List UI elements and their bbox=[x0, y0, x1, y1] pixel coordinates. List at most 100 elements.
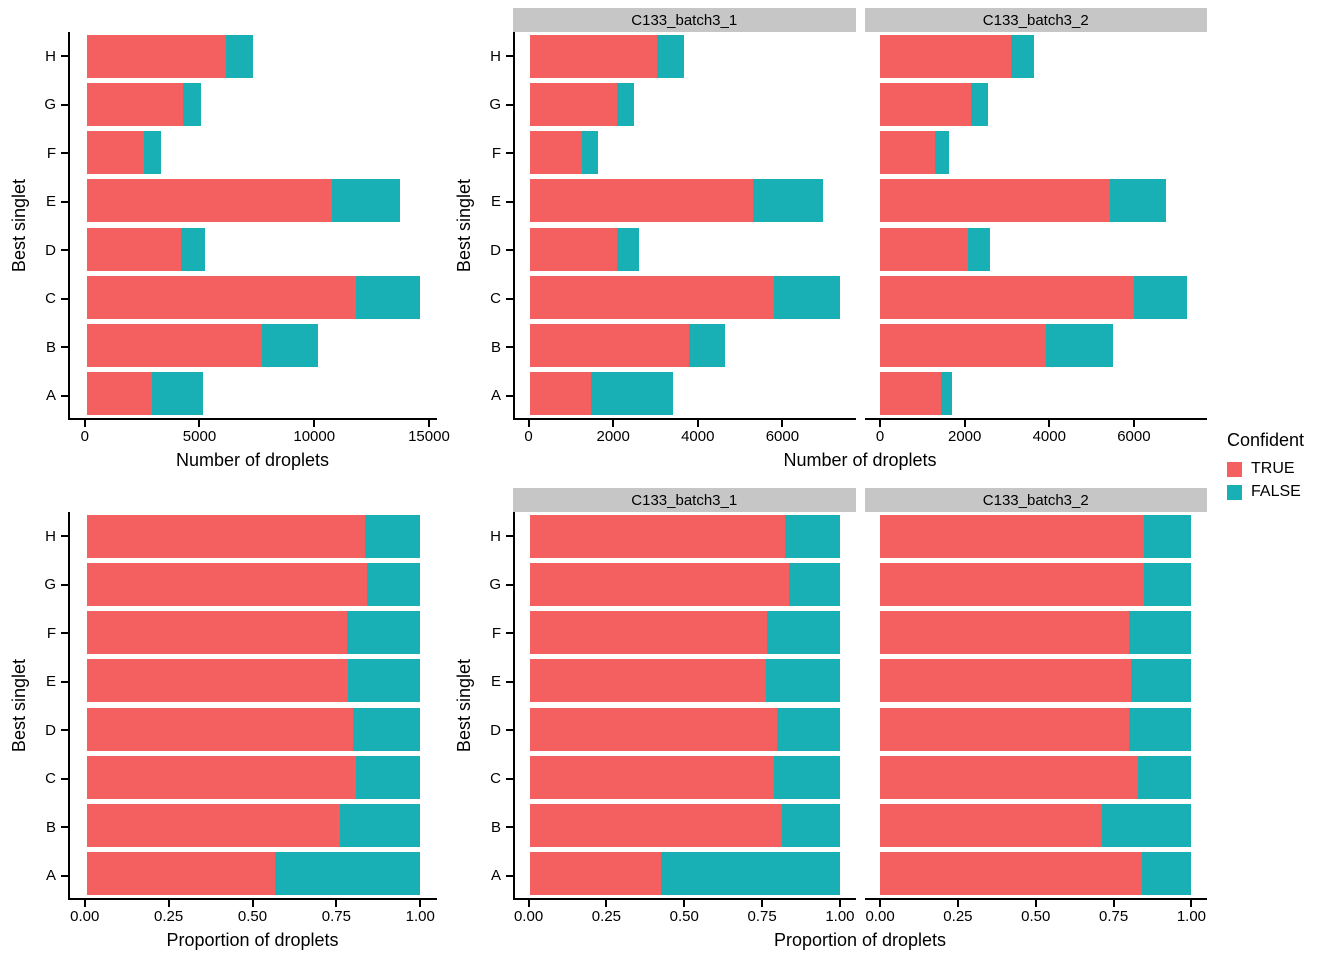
y-tick-mark bbox=[61, 297, 68, 300]
stacked-bar-G bbox=[530, 562, 840, 606]
x-tick-label: 0.25 bbox=[943, 908, 973, 925]
stacked-bar-H bbox=[530, 34, 684, 78]
bar-segment-true bbox=[880, 131, 936, 175]
stacked-bar-G bbox=[880, 82, 988, 126]
bar-segment-false bbox=[1045, 324, 1113, 368]
x-tick-mark bbox=[198, 420, 201, 427]
stacked-bar-A bbox=[880, 372, 953, 416]
x-tick-label: 5000 bbox=[182, 428, 217, 445]
bar-segment-true bbox=[86, 755, 357, 799]
stacked-bar-C bbox=[880, 275, 1188, 319]
y-category-label-A: A bbox=[477, 372, 513, 421]
stacked-bar-G bbox=[86, 562, 421, 606]
stacked-bar-B bbox=[530, 324, 725, 368]
y-category-text: D bbox=[490, 721, 501, 739]
plot-panel bbox=[68, 512, 437, 900]
y-category-label-F: F bbox=[32, 609, 68, 658]
x-tick-label: 4000 bbox=[1032, 428, 1066, 445]
x-tick-label: 2000 bbox=[947, 428, 982, 445]
facet: 0.00 0.25 0.50 0.75 1.00 bbox=[68, 488, 437, 928]
y-axis-title-text: Best singlet bbox=[453, 179, 474, 273]
x-tick-mark bbox=[527, 420, 530, 427]
bar-row-E bbox=[70, 177, 437, 225]
bar-segment-true bbox=[86, 179, 332, 223]
y-tick-mark bbox=[61, 826, 68, 829]
x-axis-title: Proportion of droplets bbox=[166, 930, 339, 950]
y-category-label-G: G bbox=[32, 561, 68, 610]
bar-segment-true bbox=[86, 82, 183, 126]
y-category-label-C: C bbox=[32, 275, 68, 324]
bar-segment-true bbox=[530, 275, 775, 319]
bar-segment-true bbox=[530, 324, 689, 368]
stacked-bar-B bbox=[880, 324, 1113, 368]
x-tick-mark bbox=[419, 900, 422, 907]
x-tick-label: 1.00 bbox=[1176, 908, 1207, 925]
bar-segment-false bbox=[1137, 755, 1192, 799]
stacked-bar-H bbox=[86, 34, 254, 78]
chart-grid: Best singlet H G F E D C B A 0 5000 10000 15000 Numbe… bbox=[6, 0, 1215, 950]
bar-segment-true bbox=[530, 34, 657, 78]
stacked-bar-F bbox=[86, 131, 161, 175]
y-category-label-C: C bbox=[477, 275, 513, 324]
x-tick-label: 2000 bbox=[596, 428, 630, 445]
y-category-label-C: C bbox=[32, 755, 68, 804]
bar-segment-true bbox=[530, 755, 775, 799]
bar-row-H bbox=[515, 512, 856, 560]
bar-segment-true bbox=[530, 852, 662, 896]
x-axis: 0.00 0.25 0.50 0.75 1.00 bbox=[865, 900, 1208, 928]
y-axis-title-text: Best singlet bbox=[8, 179, 29, 273]
bar-row-H bbox=[70, 512, 437, 560]
x-tick-label: 1.00 bbox=[405, 908, 435, 925]
bar-segment-true bbox=[880, 34, 1011, 78]
y-category-label-C: C bbox=[477, 755, 513, 804]
y-category-label-H: H bbox=[477, 32, 513, 81]
legend-label-false: FALSE bbox=[1251, 483, 1301, 500]
y-axis-title: Best singlet bbox=[451, 32, 477, 420]
y-tick-mark bbox=[61, 874, 68, 877]
legend-item-false: FALSE bbox=[1227, 483, 1344, 501]
bar-segment-true bbox=[530, 82, 618, 126]
bar-segment-false bbox=[353, 707, 421, 751]
bar-segment-false bbox=[1110, 179, 1166, 223]
bar-row-F bbox=[70, 609, 437, 657]
y-tick-mark bbox=[506, 55, 513, 58]
x-tick-label: 0 bbox=[524, 428, 533, 445]
bar-segment-true bbox=[86, 514, 365, 558]
y-category-label-E: E bbox=[477, 178, 513, 227]
y-tick-mark bbox=[506, 777, 513, 780]
bar-row-B bbox=[865, 802, 1208, 850]
stacked-bar-E bbox=[86, 179, 400, 223]
y-tick-mark bbox=[506, 826, 513, 829]
y-category-text: D bbox=[45, 721, 56, 739]
x-axis: 0.00 0.25 0.50 0.75 1.00 bbox=[68, 900, 437, 928]
y-category-label-A: A bbox=[32, 372, 68, 421]
y-tick-mark bbox=[61, 152, 68, 155]
y-axis-title: Best singlet bbox=[6, 512, 32, 900]
bar-segment-false bbox=[784, 514, 840, 558]
y-category-text: A bbox=[490, 387, 501, 405]
x-tick-mark bbox=[696, 420, 699, 427]
y-tick-mark bbox=[61, 632, 68, 635]
plot-panel bbox=[864, 32, 1207, 420]
x-tick-mark bbox=[761, 900, 764, 907]
x-tick-mark bbox=[1190, 900, 1193, 907]
bar-segment-false bbox=[144, 131, 161, 175]
x-tick-mark bbox=[313, 420, 316, 427]
x-tick-mark bbox=[963, 420, 966, 427]
bar-segment-false bbox=[1102, 804, 1192, 848]
stacked-bar-D bbox=[880, 227, 990, 271]
x-tick-mark bbox=[781, 420, 784, 427]
legend-title: Confident bbox=[1227, 430, 1305, 450]
y-category-label-B: B bbox=[32, 803, 68, 852]
facet-C133_batch3_2: C133_batch3_2 0.00 0.25 0.50 0.75 1.00 bbox=[864, 488, 1208, 928]
y-category-label-G: G bbox=[477, 81, 513, 130]
x-tick-label: 0.25 bbox=[591, 908, 622, 925]
y-tick-mark bbox=[506, 729, 513, 732]
bar-segment-true bbox=[86, 131, 145, 175]
stacked-bar-B bbox=[880, 804, 1192, 848]
bar-row-A bbox=[70, 370, 437, 418]
chart-counts-by-sample: Best singlet H G F E D C B A C133_batch3_1 0 2000 40… bbox=[445, 0, 1215, 480]
facet-C133_batch3_1: C133_batch3_1 0.00 0.25 0.50 0.75 1.00 bbox=[513, 488, 856, 928]
stacked-bar-C bbox=[86, 275, 421, 319]
